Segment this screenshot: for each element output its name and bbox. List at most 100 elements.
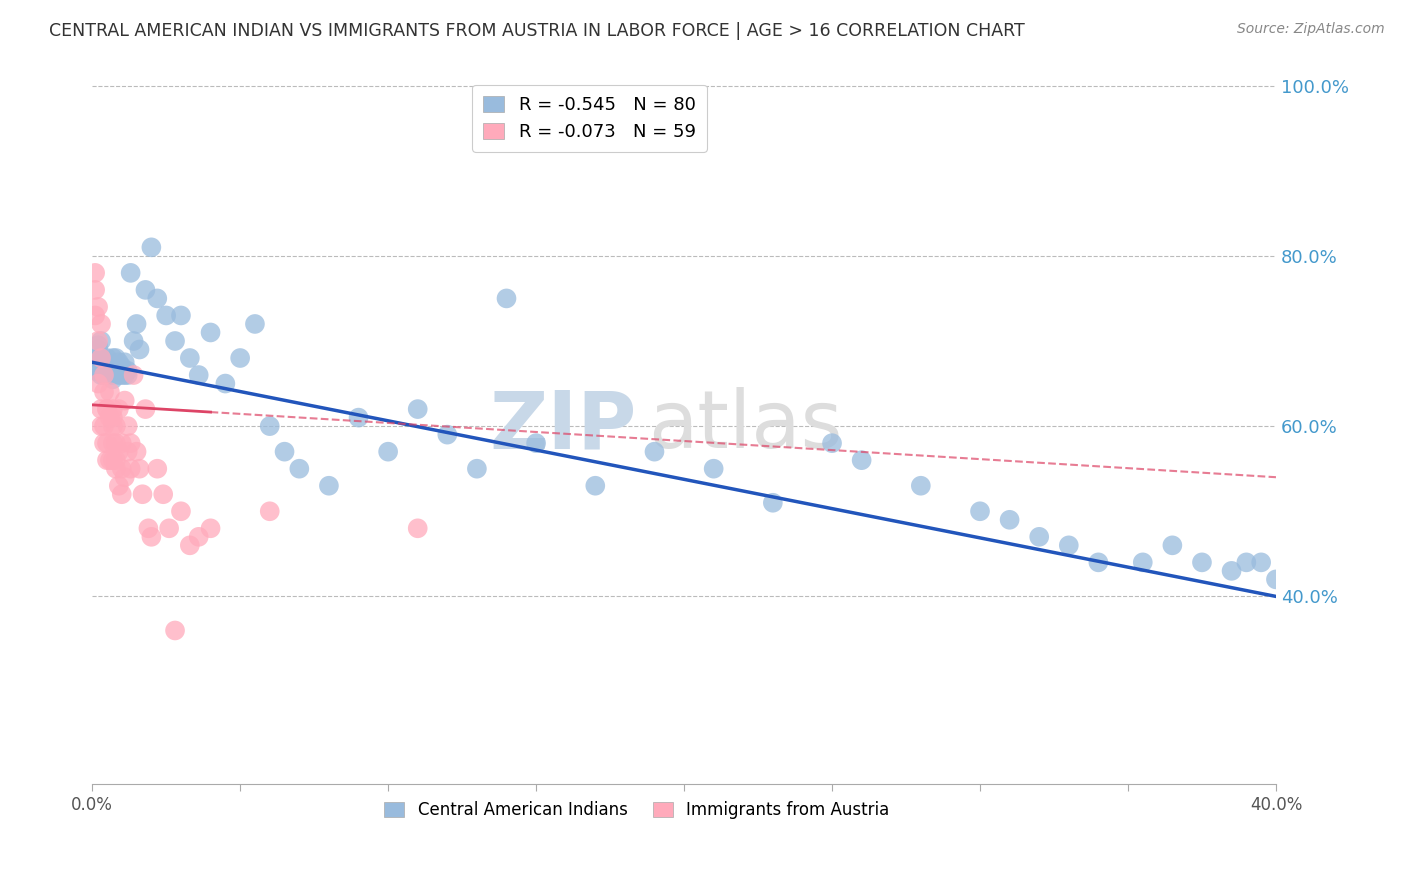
Point [101, 402, 124, 417]
Point [93, 364, 115, 378]
Point [98, 453, 121, 467]
Point [98, 410, 121, 425]
Point [128, 461, 150, 475]
Point [146, 461, 169, 475]
Point [117, 368, 139, 382]
Point [101, 410, 124, 425]
Point [90, 402, 112, 417]
Point [643, 444, 665, 458]
Point [214, 376, 236, 391]
Text: atlas: atlas [648, 387, 844, 465]
Point [111, 364, 134, 378]
Point [1265, 573, 1288, 587]
Point [163, 334, 186, 348]
Point [108, 479, 131, 493]
Point [125, 317, 148, 331]
Point [96, 453, 118, 467]
Point [90, 355, 112, 369]
Point [96, 355, 118, 369]
Point [84, 309, 107, 323]
Point [1087, 555, 1109, 569]
Point [122, 368, 145, 382]
Point [117, 364, 139, 378]
Point [104, 364, 127, 378]
Point [200, 521, 222, 535]
Point [1161, 538, 1184, 552]
Point [406, 402, 429, 417]
Point [111, 487, 134, 501]
Point [377, 444, 399, 458]
Point [1220, 564, 1243, 578]
Point [104, 436, 127, 450]
Point [108, 368, 131, 382]
Point [141, 530, 163, 544]
Point [96, 351, 118, 365]
Point [111, 359, 134, 374]
Point [84, 266, 107, 280]
Point [111, 368, 134, 382]
Point [111, 436, 134, 450]
Point [1132, 555, 1154, 569]
Point [120, 436, 142, 450]
Text: CENTRAL AMERICAN INDIAN VS IMMIGRANTS FROM AUSTRIA IN LABOR FORCE | AGE > 16 COR: CENTRAL AMERICAN INDIAN VS IMMIGRANTS FR… [49, 22, 1025, 40]
Point [101, 436, 124, 450]
Point [108, 355, 131, 369]
Point [93, 385, 115, 400]
Point [84, 359, 107, 374]
Point [90, 351, 112, 365]
Point [87, 376, 110, 391]
Text: ZIP: ZIP [489, 387, 637, 465]
Point [104, 461, 127, 475]
Point [104, 419, 127, 434]
Point [1234, 555, 1257, 569]
Point [155, 309, 177, 323]
Point [108, 444, 131, 458]
Point [87, 343, 110, 357]
Point [117, 419, 139, 434]
Point [134, 402, 156, 417]
Point [98, 368, 121, 382]
Point [273, 444, 295, 458]
Point [98, 364, 121, 378]
Point [93, 419, 115, 434]
Point [128, 343, 150, 357]
Point [436, 427, 458, 442]
Point [288, 461, 311, 475]
Point [122, 334, 145, 348]
Point [821, 436, 844, 450]
Point [93, 368, 115, 382]
Point [998, 513, 1021, 527]
Point [90, 334, 112, 348]
Point [114, 368, 136, 382]
Point [157, 521, 180, 535]
Point [90, 351, 112, 365]
Point [125, 444, 148, 458]
Point [134, 283, 156, 297]
Point [87, 351, 110, 365]
Point [131, 487, 153, 501]
Point [120, 461, 142, 475]
Point [1028, 530, 1050, 544]
Point [259, 419, 281, 434]
Point [179, 351, 201, 365]
Point [703, 461, 725, 475]
Point [465, 461, 488, 475]
Point [170, 504, 193, 518]
Point [152, 487, 174, 501]
Point [259, 504, 281, 518]
Point [108, 402, 131, 417]
Point [851, 453, 873, 467]
Point [229, 351, 252, 365]
Point [117, 444, 139, 458]
Point [96, 364, 118, 378]
Point [90, 419, 112, 434]
Point [101, 372, 124, 386]
Point [101, 453, 124, 467]
Point [406, 521, 429, 535]
Point [96, 402, 118, 417]
Point [96, 436, 118, 450]
Point [524, 436, 547, 450]
Point [1191, 555, 1213, 569]
Point [200, 326, 222, 340]
Point [90, 368, 112, 382]
